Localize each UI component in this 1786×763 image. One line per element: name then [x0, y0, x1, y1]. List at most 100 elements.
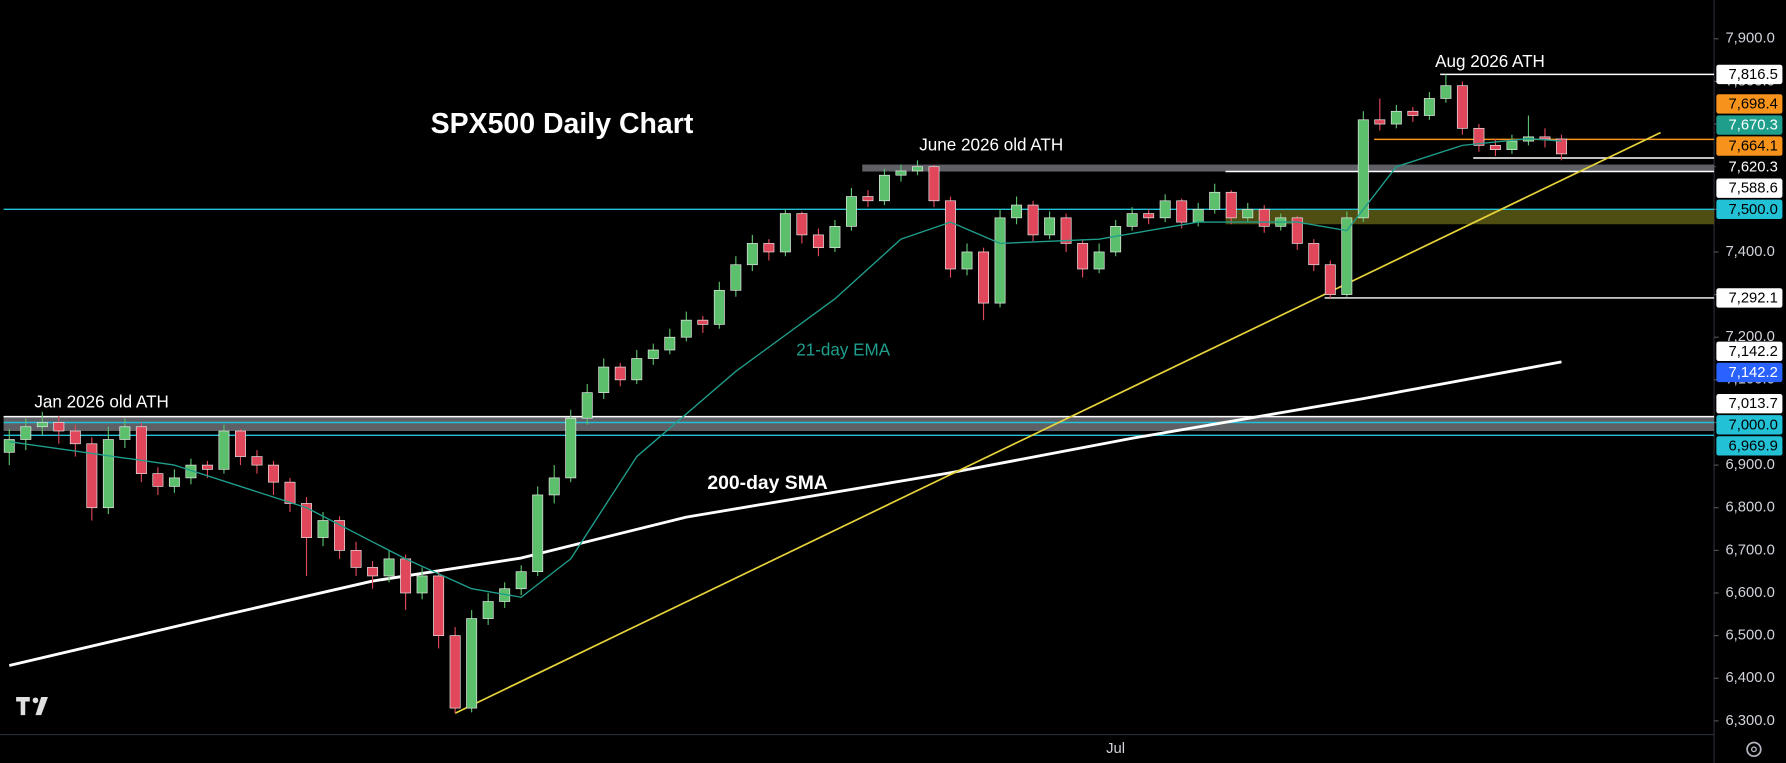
price-label-box [1715, 156, 1783, 178]
annotation: Aug 2026 ATH [1435, 52, 1545, 71]
zone [862, 164, 1715, 172]
candle-body [978, 251, 990, 304]
candle-body [1423, 98, 1435, 116]
candle-body [1176, 200, 1188, 223]
candle-body [730, 264, 742, 291]
price-label: 7,816.5 [1728, 67, 1777, 83]
candle-body [1060, 217, 1072, 244]
candle-body [779, 213, 791, 253]
candle-body [1242, 208, 1254, 219]
price-label: 7,588.6 [1728, 181, 1777, 197]
candle-body [713, 289, 725, 325]
candle-body [482, 601, 494, 619]
candle-body [168, 477, 180, 487]
candle-body [928, 166, 940, 202]
candle-body [1143, 213, 1155, 219]
candle-body [1192, 208, 1204, 223]
price-label: 7,142.2 [1728, 365, 1777, 381]
candle-body [1077, 243, 1089, 270]
candle-body [647, 349, 659, 359]
candle-body [251, 456, 263, 466]
price-label-box [1716, 199, 1783, 219]
candle-body [1093, 251, 1105, 270]
candle-body [532, 494, 544, 573]
candle-body [1357, 119, 1369, 219]
candle-body [1390, 110, 1402, 125]
y-tick-label: 6,300.0 [1725, 713, 1774, 729]
y-tick-label: 6,500.0 [1725, 628, 1774, 644]
chart-title: SPX500 Daily Chart [431, 108, 694, 140]
sma-label: 200-day SMA [707, 472, 827, 494]
candle-body [1341, 217, 1353, 295]
candle-body [1291, 217, 1303, 244]
candle-body [1539, 136, 1551, 140]
candle-body [796, 213, 808, 236]
candle-body [631, 358, 643, 381]
price-label-box [1716, 115, 1783, 135]
candle-body [119, 426, 131, 440]
price-label: 7,292.1 [1728, 290, 1777, 306]
candle-body [383, 558, 395, 577]
candle-body [1556, 138, 1567, 155]
candle-body [746, 243, 758, 266]
price-label-box [1716, 436, 1783, 456]
zone [3, 416, 1715, 431]
candle-body [878, 174, 890, 202]
price-label-box [1716, 394, 1783, 414]
ema-line [9, 137, 1562, 598]
price-label-box [1716, 341, 1783, 361]
candle-body [416, 575, 428, 594]
candle-body [1209, 191, 1221, 210]
candle-body [350, 550, 362, 568]
candle-body [53, 422, 65, 432]
price-label: 7,500.0 [1728, 202, 1777, 218]
candle-body [565, 417, 577, 479]
candle-body [433, 575, 445, 636]
candle-body [912, 166, 923, 172]
annotation: Jan 2026 old ATH [34, 393, 168, 412]
candle-body [466, 618, 478, 709]
price-label-box [1716, 415, 1783, 435]
candle-body [581, 392, 593, 419]
candle-body [69, 430, 81, 445]
y-tick-label: 6,900.0 [1725, 457, 1774, 473]
candle-body [664, 336, 676, 351]
candle-body [201, 464, 213, 470]
sma-line [8, 360, 1562, 667]
y-tick-label: 6,600.0 [1725, 585, 1774, 601]
candle-body [1044, 217, 1056, 236]
candle-body [598, 366, 610, 393]
candle-body [1110, 226, 1122, 253]
candle-body [1011, 204, 1023, 219]
settings-icon[interactable] [1746, 741, 1762, 758]
price-label: 7,142.2 [1728, 344, 1777, 360]
price-label: 7,670.3 [1728, 117, 1777, 133]
ema-label: 21-day EMA [796, 340, 891, 359]
candle-body [1258, 208, 1270, 227]
candle-body [697, 319, 709, 325]
candle-body [234, 430, 246, 457]
candle-body [1225, 191, 1237, 219]
y-tick-label: 7,900.0 [1725, 31, 1774, 47]
candle-body [449, 635, 461, 709]
price-label-box [1716, 136, 1783, 156]
price-label: 7,000.0 [1728, 417, 1777, 433]
price-label-box [1716, 94, 1783, 114]
candle-body [812, 234, 824, 249]
candle-body [135, 426, 147, 474]
candle-body [317, 520, 329, 538]
trend-line [454, 131, 1661, 714]
candle-body [1407, 110, 1419, 116]
y-tick-label: 6,800.0 [1725, 500, 1774, 516]
x-tick-label: Jul [1106, 741, 1125, 757]
candle-body [400, 558, 412, 594]
candle-body [3, 439, 15, 453]
price-label: 7,664.1 [1728, 139, 1777, 155]
candle-body [36, 422, 48, 428]
candle-body [862, 196, 874, 202]
candle-body [1374, 119, 1386, 125]
candle-body [945, 200, 956, 270]
